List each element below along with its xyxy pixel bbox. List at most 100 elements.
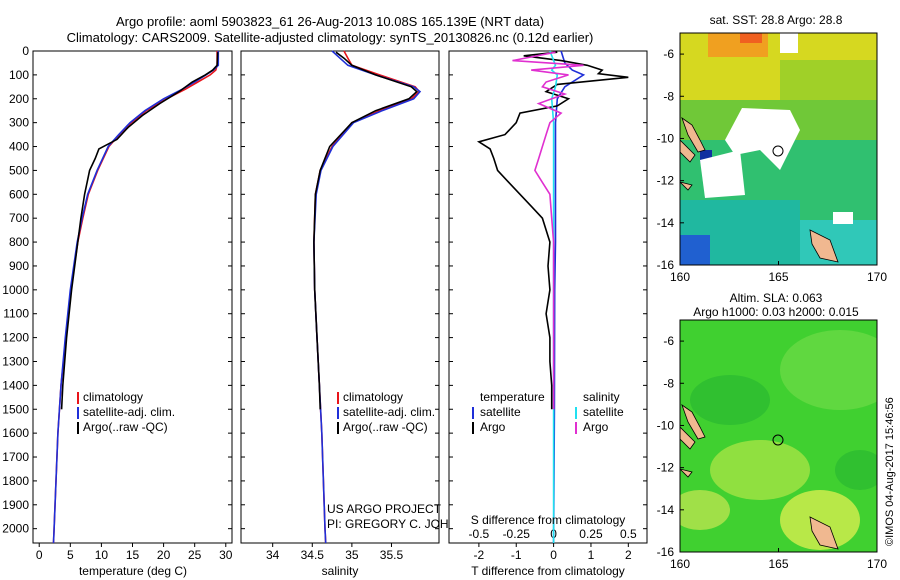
depth-tick-label: 500: [9, 163, 29, 177]
depth-tick-label: 2000: [2, 522, 29, 536]
depth-tick-label: 900: [9, 259, 29, 273]
depth-axis: 0 100 200 300 400 500 600 700 800 900 1000 1100 1200…: [2, 44, 232, 536]
x-tick-label: 15: [126, 548, 140, 562]
difference-depth-ticks: [449, 50, 647, 530]
x-tick-label: 1: [588, 548, 595, 562]
argo-profile-marker: [772, 434, 784, 446]
map-lat-label: -6: [663, 47, 674, 61]
sla-low-patch: [835, 450, 877, 490]
legend-s-argo: Argo: [583, 420, 609, 434]
depth-tick-label: 1700: [2, 450, 29, 464]
map-lat-label: -6: [663, 334, 674, 348]
legend-s-satellite: satellite: [583, 405, 624, 419]
legend-header-temperature: temperature: [480, 390, 545, 404]
legend-satellite-adj: satellite-adj. clim.: [343, 405, 435, 419]
sla-low-patch: [690, 375, 770, 425]
island-shape: [809, 516, 839, 550]
salinity-axis-label: salinity: [322, 564, 359, 578]
cloud-mask: [780, 33, 798, 53]
legend-t-argo: Argo: [480, 420, 506, 434]
map-lon-label: 165: [768, 270, 788, 284]
depth-tick-label: 1600: [2, 426, 29, 440]
island-shape: [680, 468, 693, 478]
depth-tick-label: 600: [9, 187, 29, 201]
sst-cold-patch: [680, 235, 710, 265]
map-lon-label: 165: [768, 557, 788, 571]
x-tick-label: -1: [511, 548, 522, 562]
temperature-axis-label: temperature (deg C): [79, 564, 187, 578]
sla-map-subtitle: Argo h1000: 0.03 h2000: 0.015: [693, 305, 859, 319]
s-diff-tick-label: -0.5: [469, 527, 490, 541]
map-lat-label: -8: [663, 89, 674, 103]
argo-profile-marker: [772, 145, 784, 157]
project-annotation: US ARGO PROJECT: [327, 502, 442, 516]
map-lat-label: -14: [657, 503, 675, 517]
figure-title-line2: Climatology: CARS2009. Satellite-adjuste…: [66, 30, 594, 45]
difference-panel: -2 -1 0 1 2 -0.5 -0.25 0 0.25 0.5 S difference f…: [448, 50, 648, 578]
map-lat-label: -12: [657, 174, 675, 188]
x-tick-label: 35.5: [380, 548, 404, 562]
depth-tick-label: 400: [9, 140, 29, 154]
x-tick-label: 34.5: [301, 548, 325, 562]
x-tick-label: 10: [95, 548, 109, 562]
x-tick-label: 0: [36, 548, 43, 562]
legend-satellite-adj: satellite-adj. clim.: [83, 405, 175, 419]
salinity-legend: climatology satellite-adj. clim. Argo(..…: [337, 390, 435, 434]
island-shape: [681, 403, 706, 440]
difference-legend: temperature salinity satellite Argo sate…: [472, 390, 624, 434]
map-lat-label: -16: [657, 258, 675, 272]
map-lat-label: -8: [663, 376, 674, 390]
series-line-argo-salinity: [512, 51, 584, 410]
sla-map-title: Altim. SLA: 0.063: [730, 291, 823, 305]
island-shape: [680, 181, 693, 191]
island-shape: [680, 426, 696, 450]
depth-tick-label: 700: [9, 211, 29, 225]
map-lon-label: 160: [670, 557, 690, 571]
legend-climatology: climatology: [343, 390, 403, 404]
t-difference-axis: -2 -1 0 1 2: [474, 543, 632, 562]
x-tick-label: 30: [219, 548, 233, 562]
map-lat-label: -14: [657, 216, 675, 230]
depth-tick-label: 1500: [2, 402, 29, 416]
legend-climatology: climatology: [83, 390, 143, 404]
temperature-panel: 0100200300400500600700800900100011001200…: [2, 44, 232, 578]
map-lon-label: 170: [867, 270, 887, 284]
salinity-axis: 34 34.5 35 35.5: [266, 543, 403, 562]
map-lat-label: -10: [657, 131, 675, 145]
depth-tick-label: 100: [9, 68, 29, 82]
depth-tick-label: 0: [22, 44, 29, 58]
sla-high-patch: [680, 490, 730, 530]
x-tick-label: 20: [157, 548, 171, 562]
sla-high-patch: [780, 330, 877, 410]
legend-header-salinity: salinity: [583, 390, 620, 404]
temperature-axis: 0 5 10 15 20 25 30: [36, 543, 233, 562]
sst-hot-patch: [740, 33, 762, 43]
sst-map: sat. SST: 28.8 Argo: 28.8 160 165 170 -6 -8 -…: [657, 13, 888, 284]
x-tick-label: 34: [266, 548, 280, 562]
salinity-depth-ticks: [241, 50, 439, 530]
x-tick-label: 25: [188, 548, 202, 562]
depth-tick-label: 1800: [2, 474, 29, 488]
island-shape: [680, 139, 696, 163]
s-difference-label: S difference from climatology: [471, 513, 626, 527]
s-diff-tick-label: -0.25: [503, 527, 531, 541]
salinity-plot-frame: [240, 50, 440, 544]
series-line-argo-raw-qc-: [60, 52, 219, 410]
depth-tick-label: 1200: [2, 331, 29, 345]
imos-timestamp: ©IMOS 04-Aug-2017 15:46:56: [884, 397, 896, 546]
figure-title-line1: Argo profile: aoml 5903823_61 26-Aug-201…: [115, 14, 545, 29]
salinity-panel: 34 34.5 35 35.5 salinity climatology satell…: [240, 50, 483, 578]
depth-tick-label: 1000: [2, 283, 29, 297]
series-line-argo: [476, 51, 629, 410]
depth-tick-label: 1900: [2, 498, 29, 512]
sla-high-patch: [710, 440, 810, 500]
map-lon-label: 160: [670, 270, 690, 284]
temperature-legend: climatology satellite-adj. clim. Argo(..…: [77, 390, 175, 434]
island-shape: [809, 229, 839, 263]
t-difference-label: T difference from climatology: [471, 564, 625, 578]
legend-argo: Argo(..raw -QC): [343, 420, 428, 434]
temperature-plot-frame: [32, 50, 233, 544]
depth-tick-label: 1300: [2, 354, 29, 368]
x-tick-label: -2: [474, 548, 485, 562]
